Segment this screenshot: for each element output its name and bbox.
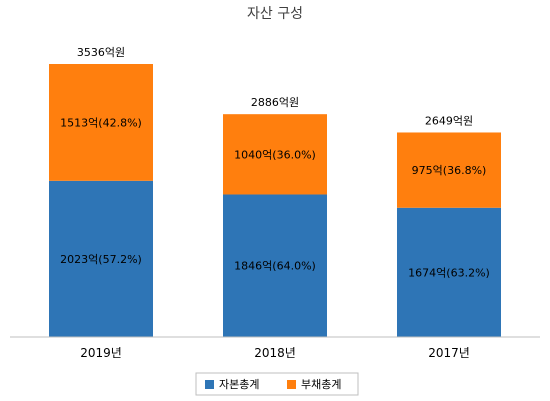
bar-liabilities-1 (223, 114, 327, 195)
total-label-0: 3536억원 (77, 46, 125, 59)
plot-area: 2023억(57.2%) 1513억(42.8%) 3536억원 2019년 1846억… (49, 46, 501, 360)
total-label-1: 2886억원 (251, 96, 299, 109)
category-label-1: 2018년 (254, 346, 296, 360)
legend-label-liabilities: 부채총계 (301, 378, 341, 391)
total-label-2: 2649억원 (425, 114, 473, 127)
legend-swatch-liabilities (287, 380, 296, 389)
bar-equity-0 (49, 180, 153, 337)
legend: 자본총계 부채총계 (195, 372, 359, 396)
legend-box (195, 372, 359, 396)
data-label-equity-2: 1674억(63.2%) (408, 266, 490, 279)
category-label-2: 2017년 (428, 346, 470, 360)
data-label-liabilities-0: 1513억(42.8%) (60, 116, 142, 129)
category-label-0: 2019년 (80, 346, 122, 360)
legend-label-equity: 자본총계 (219, 378, 259, 391)
data-label-liabilities-2: 975억(36.8%) (412, 164, 487, 177)
data-label-liabilities-1: 1040억(36.0%) (234, 148, 316, 161)
bar-liabilities-2 (397, 132, 501, 208)
bar-liabilities-0 (49, 64, 153, 181)
data-label-equity-1: 1846억(64.0%) (234, 260, 316, 273)
chart-title: 자산 구성 (247, 6, 303, 22)
data-label-equity-0: 2023억(57.2%) (60, 253, 142, 266)
bar-equity-2 (397, 207, 501, 337)
bar-equity-1 (223, 194, 327, 337)
legend-swatch-equity (205, 380, 214, 389)
